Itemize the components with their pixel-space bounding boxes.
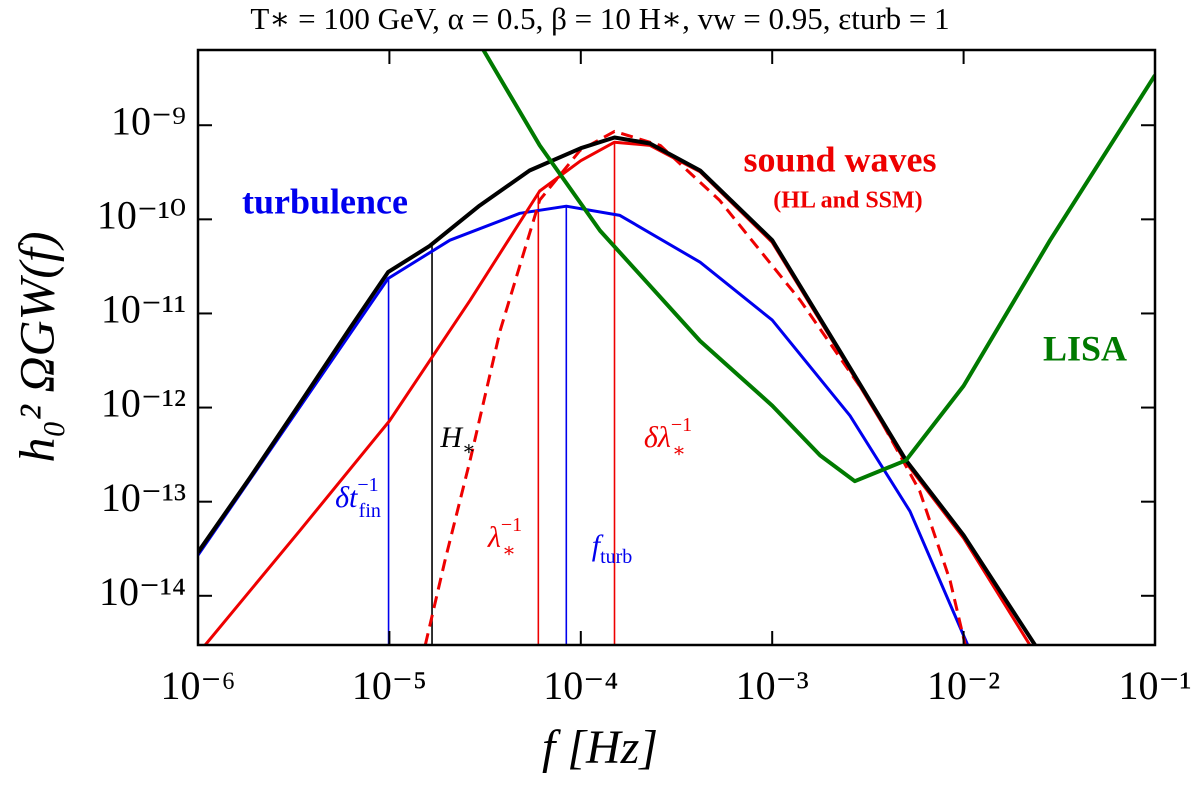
marker-sub: ∗ [502,540,516,562]
marker-symbol: λ [487,521,501,554]
marker-sub: ∗ [462,438,476,460]
y-axis-label: h₀² ΩGW(f) [8,232,64,463]
marker-sup: −1 [501,514,522,536]
chart-title: T∗ = 100 GeV, α = 0.5, β = 10 H∗, vw = 0… [250,1,949,36]
marker-sub: turb [600,546,632,568]
marker-sup: −1 [671,414,692,436]
marker-sub: ∗ [672,440,686,462]
marker-label: δλ−1 ∗ [644,414,692,462]
y-tick-label: 10⁻⁹ [111,98,186,143]
x-tick-label: 10⁻¹ [1118,663,1191,708]
marker-symbol: H [439,421,464,454]
curve [423,129,967,645]
marker-sup: −1 [357,474,378,496]
marker-label: H∗ [439,421,475,460]
x-tick-label: 10⁻⁴ [543,663,618,708]
series-label: turbulence [242,181,408,221]
marker-symbol: δλ [644,421,671,454]
series-label: sound waves [743,139,936,179]
marker-label: λ−1 ∗ [487,514,522,562]
series-label: LISA [1043,328,1127,368]
y-tick-label: 10⁻¹⁴ [99,569,186,614]
annotation: (HL and SSM) [773,188,922,214]
marker-label: fturb [592,529,633,568]
plot-frame [196,48,1157,647]
x-axis-label: f [Hz] [542,721,658,774]
y-tick-label: 10⁻¹¹ [101,287,186,332]
y-tick-label: 10⁻¹³ [101,475,186,520]
x-tick-label: 10⁻³ [736,663,809,708]
y-tick-label: 10⁻¹² [101,381,186,426]
marker-sub: fin [359,500,381,522]
curve [198,204,970,645]
x-tick-label: 10⁻⁶ [160,663,235,708]
curve [481,50,1155,484]
x-tick-label: 10⁻² [927,663,1000,708]
y-tick-label: 10⁻¹⁰ [97,193,186,238]
plot-area [198,50,1155,645]
marker-symbol: δt [335,481,358,514]
marker-label: δt−1 fin [335,474,381,522]
x-tick-label: 10⁻⁵ [352,663,427,708]
curve [198,135,1037,645]
